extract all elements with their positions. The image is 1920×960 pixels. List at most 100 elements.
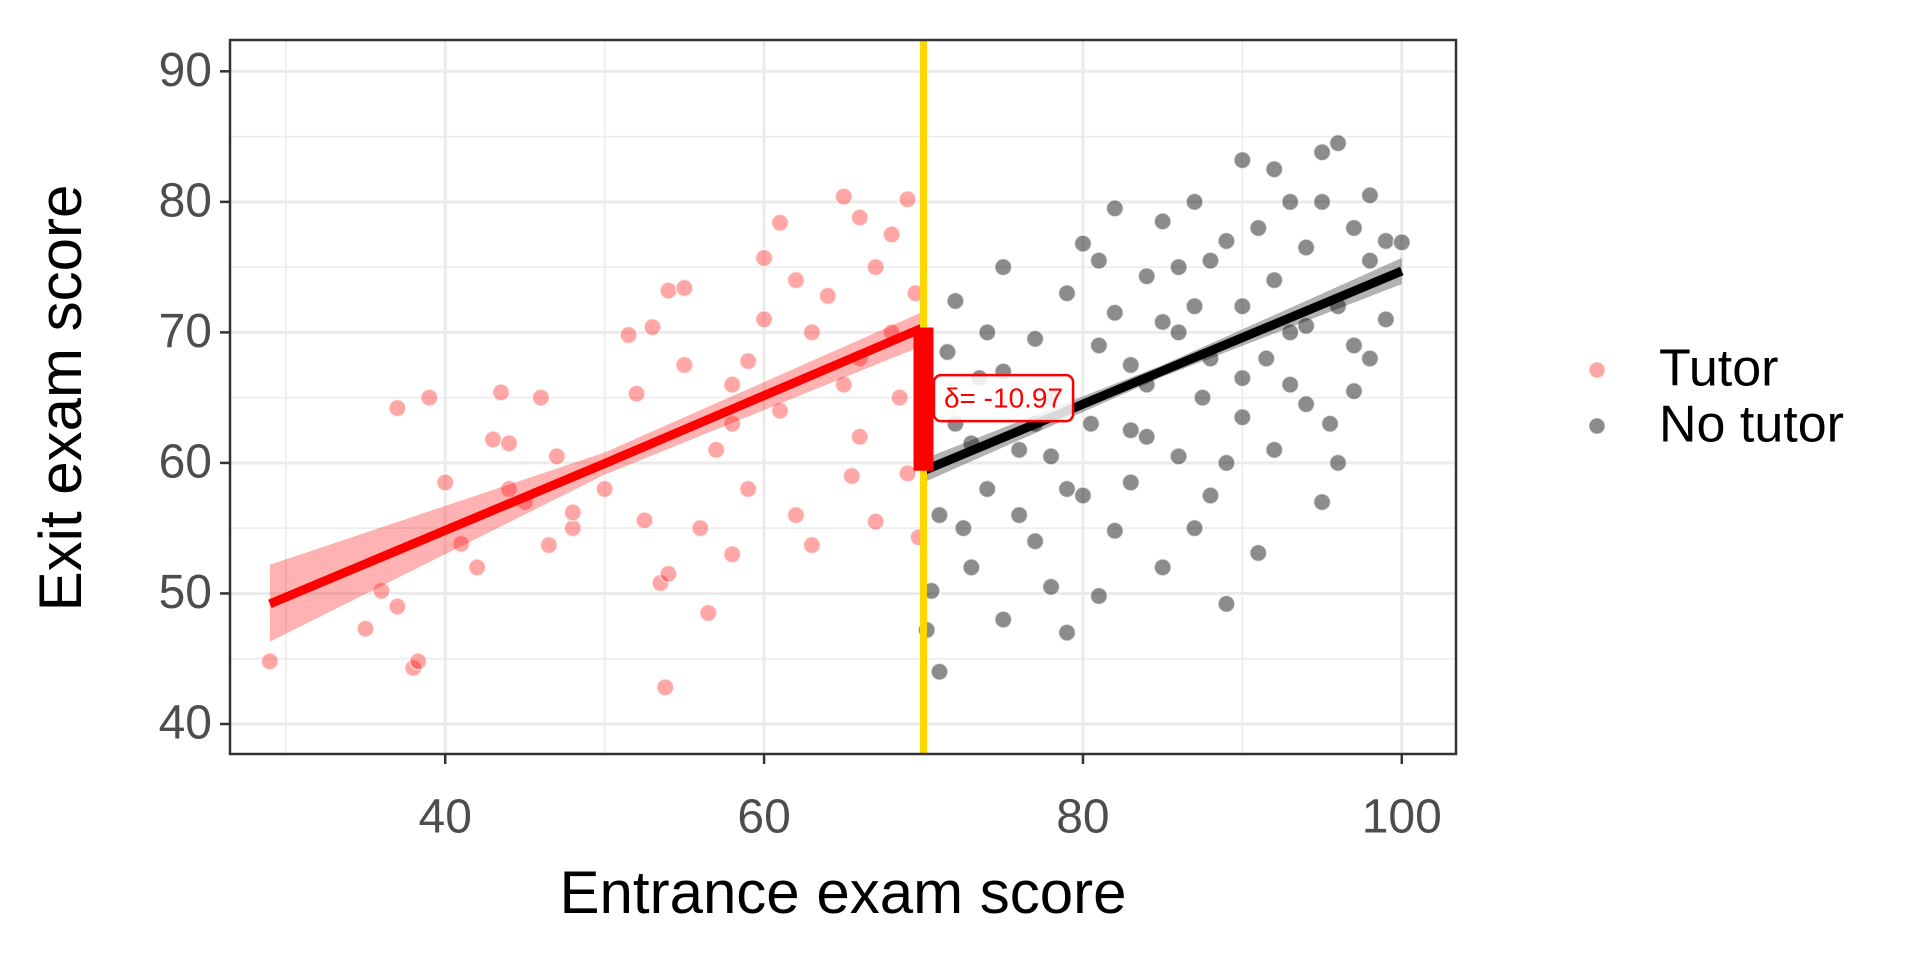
point [1265, 270, 1284, 290]
point [1296, 238, 1316, 257]
legend-label: Tutor [1659, 340, 1778, 398]
point [1073, 486, 1093, 505]
y-axis-title: Exit exam score [27, 185, 94, 612]
point [770, 401, 790, 420]
point [1025, 329, 1045, 349]
point [1081, 414, 1101, 434]
point [1328, 453, 1348, 473]
x-axis-title: Entrance exam score [560, 859, 1127, 926]
point [1360, 186, 1380, 205]
point [1344, 218, 1364, 238]
point [1153, 212, 1172, 231]
point [978, 323, 997, 342]
point [1360, 349, 1380, 368]
point [1376, 231, 1396, 251]
point [1105, 303, 1125, 323]
fit-line [268, 323, 926, 609]
point [1169, 447, 1188, 466]
y-tick-label: 40 [159, 697, 212, 750]
point [786, 270, 806, 290]
point [1169, 257, 1188, 277]
point [563, 518, 583, 538]
point [1249, 543, 1268, 563]
point [1041, 447, 1061, 466]
point [786, 505, 806, 525]
point [1185, 297, 1204, 316]
point [818, 286, 838, 306]
point [420, 388, 439, 407]
point [1233, 368, 1252, 388]
point [1280, 323, 1300, 342]
point [1105, 199, 1125, 218]
y-tick-label: 70 [159, 305, 212, 358]
point [627, 384, 646, 403]
point [659, 281, 678, 300]
point [491, 383, 511, 402]
point [978, 479, 997, 499]
point [1105, 521, 1125, 541]
annotation-label: δ= -10.97 [944, 383, 1063, 414]
point [1057, 479, 1077, 499]
point [531, 388, 551, 407]
plot-border [228, 38, 1458, 756]
point [993, 610, 1013, 629]
point [722, 375, 742, 394]
point [866, 512, 885, 531]
point [563, 503, 583, 522]
point [619, 325, 638, 345]
point [1153, 558, 1172, 577]
point [1217, 453, 1236, 473]
x-tick-label: 40 [419, 791, 472, 844]
point [699, 603, 718, 623]
point [1296, 394, 1316, 414]
y-tick-label: 80 [159, 175, 212, 228]
point [1169, 323, 1188, 342]
fit-line [921, 266, 1404, 475]
point [1280, 192, 1300, 212]
point [595, 479, 614, 499]
point [1121, 473, 1141, 492]
point [1233, 407, 1252, 427]
point [1009, 440, 1029, 460]
point [898, 189, 917, 209]
point [1312, 143, 1332, 162]
point [1025, 531, 1045, 551]
point [1137, 267, 1156, 286]
point [451, 534, 471, 554]
point [1233, 297, 1252, 316]
delta-annotation: δ= -10.97 [932, 373, 1075, 423]
point [930, 505, 949, 525]
point [499, 434, 519, 453]
point [1073, 234, 1093, 253]
point [372, 581, 391, 601]
point [1233, 150, 1252, 170]
y-tick-label: 60 [159, 436, 212, 489]
point [1280, 375, 1300, 394]
point [388, 597, 407, 616]
point [722, 414, 742, 434]
point [946, 291, 965, 311]
point [499, 479, 519, 499]
point [1121, 421, 1141, 440]
point [1376, 310, 1396, 329]
point [635, 511, 654, 530]
point [1193, 388, 1212, 407]
y-tick-label: 50 [159, 566, 212, 619]
legend-marker [1587, 416, 1607, 436]
point [483, 430, 503, 449]
point [882, 225, 901, 244]
point [1257, 349, 1276, 368]
point [842, 466, 862, 486]
point [1312, 492, 1332, 512]
point [408, 652, 428, 671]
point [1121, 355, 1141, 375]
point [962, 558, 981, 577]
point [850, 427, 869, 447]
point [675, 355, 694, 375]
point [930, 662, 949, 682]
point [1344, 381, 1364, 401]
point [707, 440, 726, 460]
point [1201, 251, 1220, 270]
